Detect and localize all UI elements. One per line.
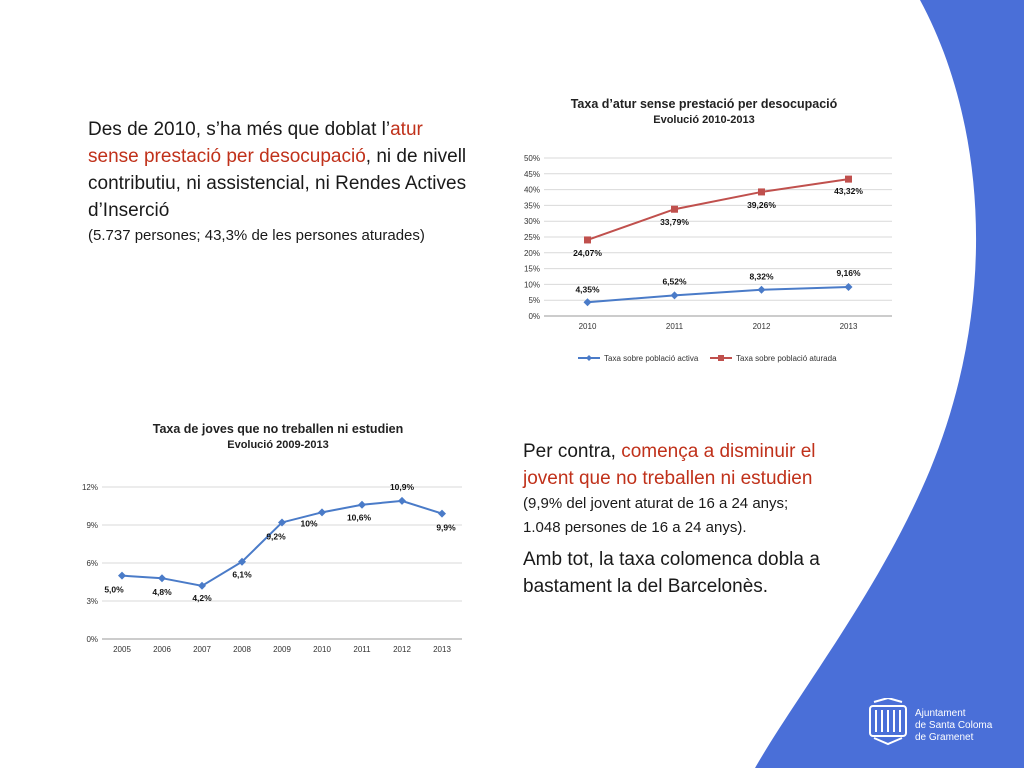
y-tick-label: 9% bbox=[86, 521, 98, 530]
youth-part1: Per contra, bbox=[523, 441, 622, 462]
unemployment-note: (5.737 persones; 43,3% de les persones a… bbox=[88, 227, 425, 244]
data-label: 24,07% bbox=[573, 248, 602, 258]
data-label: 5,0% bbox=[104, 585, 124, 595]
y-tick-label: 15% bbox=[524, 265, 540, 274]
data-point bbox=[318, 508, 326, 517]
data-label: 9,9% bbox=[436, 523, 456, 533]
unemployment-benefit-chart: Taxa d’atur sense prestació per desocupa… bbox=[524, 97, 892, 363]
y-tick-label: 40% bbox=[524, 186, 540, 195]
legend-marker bbox=[586, 355, 592, 361]
y-tick-label: 50% bbox=[524, 154, 540, 163]
x-tick-label: 2011 bbox=[666, 322, 684, 331]
data-point bbox=[584, 236, 591, 244]
x-tick-label: 2007 bbox=[193, 645, 211, 654]
y-tick-label: 0% bbox=[86, 635, 98, 644]
legend-label: Taxa sobre població activa bbox=[604, 354, 699, 363]
data-point bbox=[758, 188, 765, 196]
data-label: 6,1% bbox=[232, 570, 252, 580]
data-point bbox=[118, 571, 126, 580]
y-tick-label: 6% bbox=[86, 559, 98, 568]
x-tick-label: 2013 bbox=[840, 322, 858, 331]
x-tick-label: 2009 bbox=[273, 645, 291, 654]
data-point bbox=[757, 285, 766, 294]
data-label: 39,26% bbox=[747, 200, 776, 210]
data-label: 4,35% bbox=[575, 284, 600, 294]
chart-subtitle: Evolució 2010-2013 bbox=[653, 114, 755, 126]
data-point bbox=[158, 574, 166, 583]
youth-conclusion: Amb tot, la taxa colomenca dobla a basta… bbox=[523, 549, 820, 597]
y-tick-label: 25% bbox=[524, 233, 540, 242]
youth-note2: 1.048 persones de 16 a 24 anys). bbox=[523, 519, 747, 536]
series-line bbox=[587, 286, 849, 304]
data-label: 6,52% bbox=[662, 276, 687, 286]
x-tick-label: 2012 bbox=[753, 322, 771, 331]
data-point bbox=[844, 283, 853, 292]
data-point bbox=[238, 557, 246, 566]
series-line bbox=[121, 499, 443, 587]
statement-part1: Des de 2010, s’ha més que doblat l’ bbox=[88, 119, 391, 140]
data-label: 4,8% bbox=[152, 587, 172, 597]
logo-line2: de Santa Coloma bbox=[915, 720, 993, 731]
summary-text-youth: Per contra, comença a disminuir el joven… bbox=[523, 438, 863, 600]
data-label: 8,32% bbox=[749, 272, 774, 282]
series-line bbox=[587, 178, 849, 241]
city-council-name: Ajuntament de Santa Coloma de Gramenet bbox=[915, 708, 992, 744]
data-label: 4,2% bbox=[192, 593, 212, 603]
x-tick-label: 2010 bbox=[579, 322, 597, 331]
youth-note1: (9,9% del jovent aturat de 16 a 24 anys; bbox=[523, 495, 789, 512]
data-label: 10% bbox=[300, 518, 317, 528]
data-label: 10,9% bbox=[390, 482, 415, 492]
city-council-logo bbox=[869, 698, 907, 746]
y-tick-label: 5% bbox=[528, 296, 540, 305]
data-label: 43,32% bbox=[834, 186, 863, 196]
legend-marker bbox=[718, 355, 724, 361]
data-point bbox=[358, 500, 366, 509]
data-point bbox=[278, 518, 286, 527]
data-label: 9,16% bbox=[836, 268, 861, 278]
y-tick-label: 45% bbox=[524, 170, 540, 179]
x-tick-label: 2011 bbox=[353, 645, 371, 654]
chart-title: Taxa d’atur sense prestació per desocupa… bbox=[571, 97, 838, 111]
data-label: 10,6% bbox=[347, 513, 372, 523]
y-tick-label: 30% bbox=[524, 217, 540, 226]
data-label: 9,2% bbox=[266, 531, 286, 541]
data-point bbox=[438, 509, 446, 518]
summary-text-unemployment: Des de 2010, s’ha més que doblat l’atur … bbox=[88, 116, 478, 248]
x-tick-label: 2005 bbox=[113, 645, 131, 654]
data-point bbox=[198, 581, 206, 590]
y-tick-label: 0% bbox=[528, 312, 540, 321]
legend-label: Taxa sobre població aturada bbox=[736, 354, 837, 363]
x-tick-label: 2008 bbox=[233, 645, 251, 654]
chart-title: Taxa de joves que no treballen ni estudi… bbox=[153, 422, 404, 436]
youth-neet-chart: Taxa de joves que no treballen ni estudi… bbox=[82, 422, 462, 654]
youth-statement: Per contra, comença a disminuir el joven… bbox=[523, 438, 863, 492]
y-tick-label: 35% bbox=[524, 201, 540, 210]
x-tick-label: 2006 bbox=[153, 645, 171, 654]
unemployment-statement: Des de 2010, s’ha més que doblat l’atur … bbox=[88, 116, 478, 224]
x-tick-label: 2013 bbox=[433, 645, 451, 654]
logo-line3: de Gramenet bbox=[915, 732, 974, 743]
y-tick-label: 20% bbox=[524, 249, 540, 258]
y-tick-label: 10% bbox=[524, 280, 540, 289]
data-point bbox=[583, 298, 592, 307]
x-tick-label: 2010 bbox=[313, 645, 331, 654]
data-point bbox=[398, 496, 406, 505]
data-point bbox=[670, 291, 679, 300]
y-tick-label: 3% bbox=[86, 597, 98, 606]
chart-subtitle: Evolució 2009-2013 bbox=[227, 439, 329, 451]
youth-highlight: comença a disminuir el jovent que no tre… bbox=[523, 441, 816, 489]
y-tick-label: 12% bbox=[82, 483, 98, 492]
data-point bbox=[845, 175, 852, 183]
data-label: 33,79% bbox=[660, 217, 689, 227]
statement-highlight: atur sense prestació per desocupació bbox=[88, 119, 423, 167]
data-point bbox=[671, 205, 678, 213]
statement-part2: , ni de nivell contributiu, ni assistenc… bbox=[88, 146, 467, 221]
logo-line1: Ajuntament bbox=[915, 708, 966, 719]
x-tick-label: 2012 bbox=[393, 645, 411, 654]
